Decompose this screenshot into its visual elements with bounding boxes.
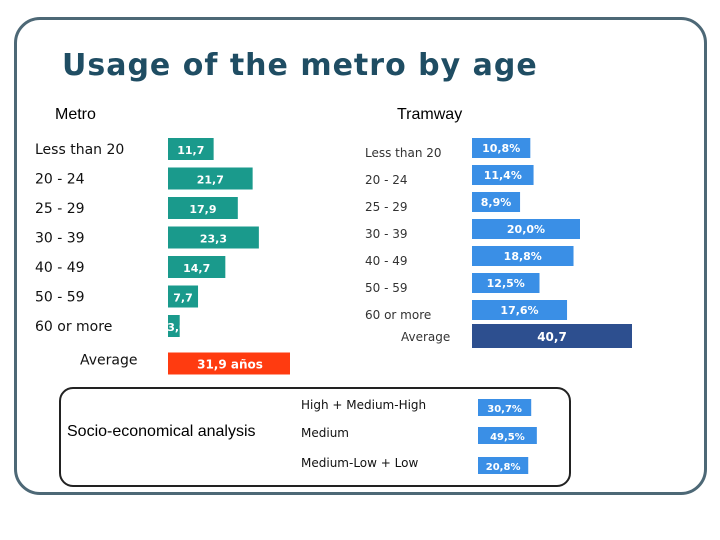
- metro-category-label: 20 - 24: [35, 172, 85, 188]
- tram-bar: [472, 219, 580, 239]
- tram-category-label: 50 - 59: [365, 281, 408, 295]
- socio-bar: [478, 399, 532, 416]
- socio-value-label: 49,5%: [490, 432, 525, 443]
- slide-frame: [14, 17, 707, 495]
- tram-category-label: 40 - 49: [365, 254, 408, 268]
- tram-category-label: Less than 20: [365, 146, 442, 160]
- socio-bar: [478, 427, 537, 444]
- tramway-section-label: Tramway: [397, 106, 463, 123]
- socio-category-label: Medium-Low + Low: [301, 456, 418, 470]
- metro-value-label: 3,0: [167, 321, 187, 334]
- tram-bar: [472, 192, 521, 212]
- tram-category-label: 20 - 24: [365, 173, 408, 187]
- metro-bar: [168, 285, 199, 308]
- socio-value-label: 20,8%: [486, 462, 521, 473]
- socio-economic-label: Socio-economical analysis: [67, 423, 256, 440]
- tram-value-label: 8,9%: [481, 196, 512, 209]
- tram-value-label: 18,8%: [504, 250, 542, 263]
- metro-value-label: 23,3: [200, 233, 227, 246]
- tram-average-label: Average: [401, 330, 450, 344]
- tram-bar: [472, 138, 531, 158]
- socio-bar: [478, 457, 529, 474]
- metro-category-label: 50 - 59: [35, 290, 85, 306]
- tram-bar: [472, 165, 534, 185]
- metro-bar: [168, 167, 253, 190]
- tram-value-label: 17,6%: [500, 304, 538, 317]
- metro-chart: Less than 20 11,7 20 - 24 21,7 25 - 29 17,9 30…: [35, 138, 290, 375]
- metro-bar: [168, 256, 226, 278]
- slide-title: Usage of the metro by age: [62, 48, 538, 83]
- metro-average-label: Average: [80, 353, 138, 369]
- tram-value-label: 10,8%: [482, 142, 520, 155]
- metro-bar: [168, 226, 259, 249]
- metro-value-label: 21,7: [197, 174, 224, 187]
- socio-category-label: Medium: [301, 426, 349, 440]
- metro-bar: [168, 138, 214, 160]
- socio-economic-chart: High + Medium-High 30,7% Medium 49,5% Medium…: [301, 398, 537, 474]
- metro-value-label: 17,9: [189, 203, 216, 216]
- tram-average-value: 40,7: [537, 330, 567, 344]
- tram-value-label: 20,0%: [507, 223, 545, 236]
- tram-bar: [472, 273, 540, 293]
- metro-category-label: 25 - 29: [35, 201, 85, 217]
- metro-bar: [168, 197, 238, 219]
- tram-bar: [472, 300, 568, 320]
- tram-value-label: 12,5%: [487, 277, 525, 290]
- metro-value-label: 14,7: [183, 262, 210, 275]
- tramway-chart: Less than 20 10,8% 20 - 24 11,4% 25 - 29 8,9%…: [365, 138, 632, 348]
- metro-category-label: 40 - 49: [35, 260, 85, 276]
- metro-value-label: 7,7: [173, 292, 193, 305]
- metro-category-label: 60 or more: [35, 319, 112, 335]
- metro-category-label: 30 - 39: [35, 231, 85, 247]
- tram-value-label: 11,4%: [484, 169, 522, 182]
- metro-bar: [168, 315, 180, 337]
- metro-section-label: Metro: [55, 106, 96, 123]
- tram-category-label: 30 - 39: [365, 227, 408, 241]
- metro-average-bar: [168, 352, 290, 375]
- metro-value-label: 11,7: [177, 144, 204, 157]
- tram-average-bar: [472, 324, 632, 348]
- socio-economic-box: [59, 387, 571, 487]
- tram-category-label: 25 - 29: [365, 200, 408, 214]
- metro-category-label: Less than 20: [35, 142, 124, 158]
- tram-bar: [472, 246, 574, 266]
- socio-category-label: High + Medium-High: [301, 398, 426, 412]
- tram-category-label: 60 or more: [365, 308, 431, 322]
- socio-value-label: 30,7%: [487, 404, 522, 415]
- metro-average-value: 31,9 años: [197, 358, 263, 372]
